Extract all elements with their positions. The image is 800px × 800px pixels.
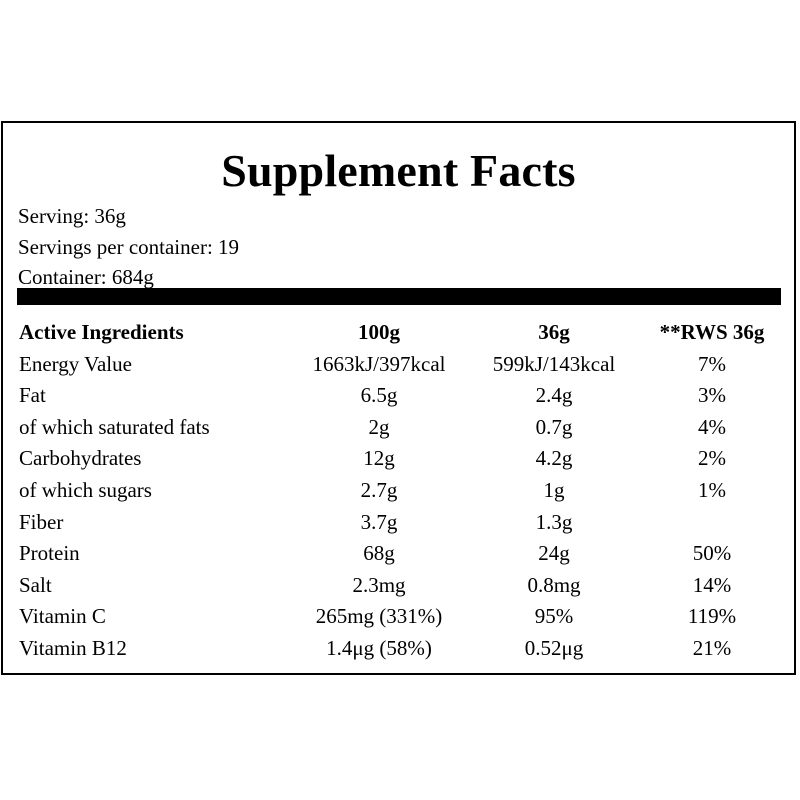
value-36g: 4.2g (535, 446, 573, 471)
value-100g: 1.4μg (58%) (326, 635, 432, 660)
ingredient-name: Carbohydrates (19, 446, 142, 471)
value-rws: 14% (692, 572, 732, 597)
value-100g: 2g (368, 414, 390, 439)
supplement-facts-panel: Supplement Facts Serving: 36g Servings p… (1, 121, 796, 675)
value-100g: 265mg (331%) (315, 604, 443, 629)
value-rws: 50% (692, 541, 732, 566)
ingredient-name: Energy Value (19, 351, 132, 376)
value-36g: 2.4g (535, 383, 573, 408)
table-row: Fat 6.5g 2.4g 3% (19, 380, 789, 412)
table-row: of which saturated fats 2g 0.7g 4% (19, 412, 789, 444)
value-100g: 6.5g (360, 383, 398, 408)
value-36g: 599kJ/143kcal (492, 351, 616, 376)
table-row: Salt 2.3mg 0.8mg 14% (19, 570, 789, 602)
value-rws: 119% (687, 604, 737, 629)
value-100g: 3.7g (360, 509, 398, 534)
separator-bar (17, 288, 781, 305)
table-row: Fiber 3.7g 1.3g (19, 507, 789, 539)
ingredient-name: of which saturated fats (19, 414, 210, 439)
value-36g: 1g (543, 477, 565, 502)
ingredient-name: Fat (19, 383, 46, 408)
value-rws: 2% (698, 446, 726, 471)
container-size: Container: 684g (18, 265, 154, 289)
table-header: Active Ingredients 100g 36g **RWS 36g (19, 317, 789, 349)
page-title: Supplement Facts (221, 145, 576, 196)
value-rws: 1% (698, 477, 726, 502)
header-ingredients: Active Ingredients (19, 320, 184, 344)
ingredient-name: Fiber (19, 509, 64, 534)
header-36g: 36g (538, 320, 570, 344)
value-100g: 1663kJ/397kcal (312, 351, 446, 376)
ingredient-name: Vitamin B12 (19, 635, 127, 660)
table-row: Carbohydrates 12g 4.2g 2% (19, 443, 789, 475)
value-rws: 3% (698, 383, 726, 408)
ingredient-name: of which sugars (19, 477, 152, 502)
value-100g: 2.7g (360, 477, 398, 502)
header-rws: **RWS 36g (659, 320, 765, 344)
header-100g: 100g (358, 320, 400, 344)
servings-per-container: Servings per container: 19 (18, 234, 240, 259)
ingredient-name: Vitamin C (19, 604, 106, 629)
value-36g: 0.7g (535, 414, 573, 439)
value-rws: 21% (692, 635, 732, 660)
value-36g: 0.8mg (527, 572, 581, 597)
value-36g: 1.3g (535, 509, 573, 534)
ingredient-name: Protein (19, 541, 80, 566)
value-100g: 12g (363, 446, 395, 471)
serving-info: Serving: 36g Servings per container: 19 … (18, 201, 239, 293)
ingredient-name: Salt (19, 572, 52, 597)
table-row: Protein 68g 24g 50% (19, 538, 789, 570)
table-row: Energy Value 1663kJ/397kcal 599kJ/143kca… (19, 349, 789, 381)
table-row: Vitamin C 265mg (331%) 95% 119% (19, 601, 789, 633)
table-row: Vitamin B12 1.4μg (58%) 0.52μg 21% (19, 633, 789, 665)
serving-size: Serving: 36g (18, 204, 126, 228)
value-rws: 4% (698, 414, 726, 439)
nutrition-table: Active Ingredients 100g 36g **RWS 36g En… (19, 317, 789, 665)
value-rws: 7% (698, 351, 726, 376)
table-row: of which sugars 2.7g 1g 1% (19, 475, 789, 507)
value-100g: 2.3mg (352, 572, 406, 597)
value-36g: 95% (534, 604, 574, 629)
value-36g: 0.52μg (524, 635, 584, 660)
value-100g: 68g (363, 541, 395, 566)
value-36g: 24g (538, 541, 570, 566)
